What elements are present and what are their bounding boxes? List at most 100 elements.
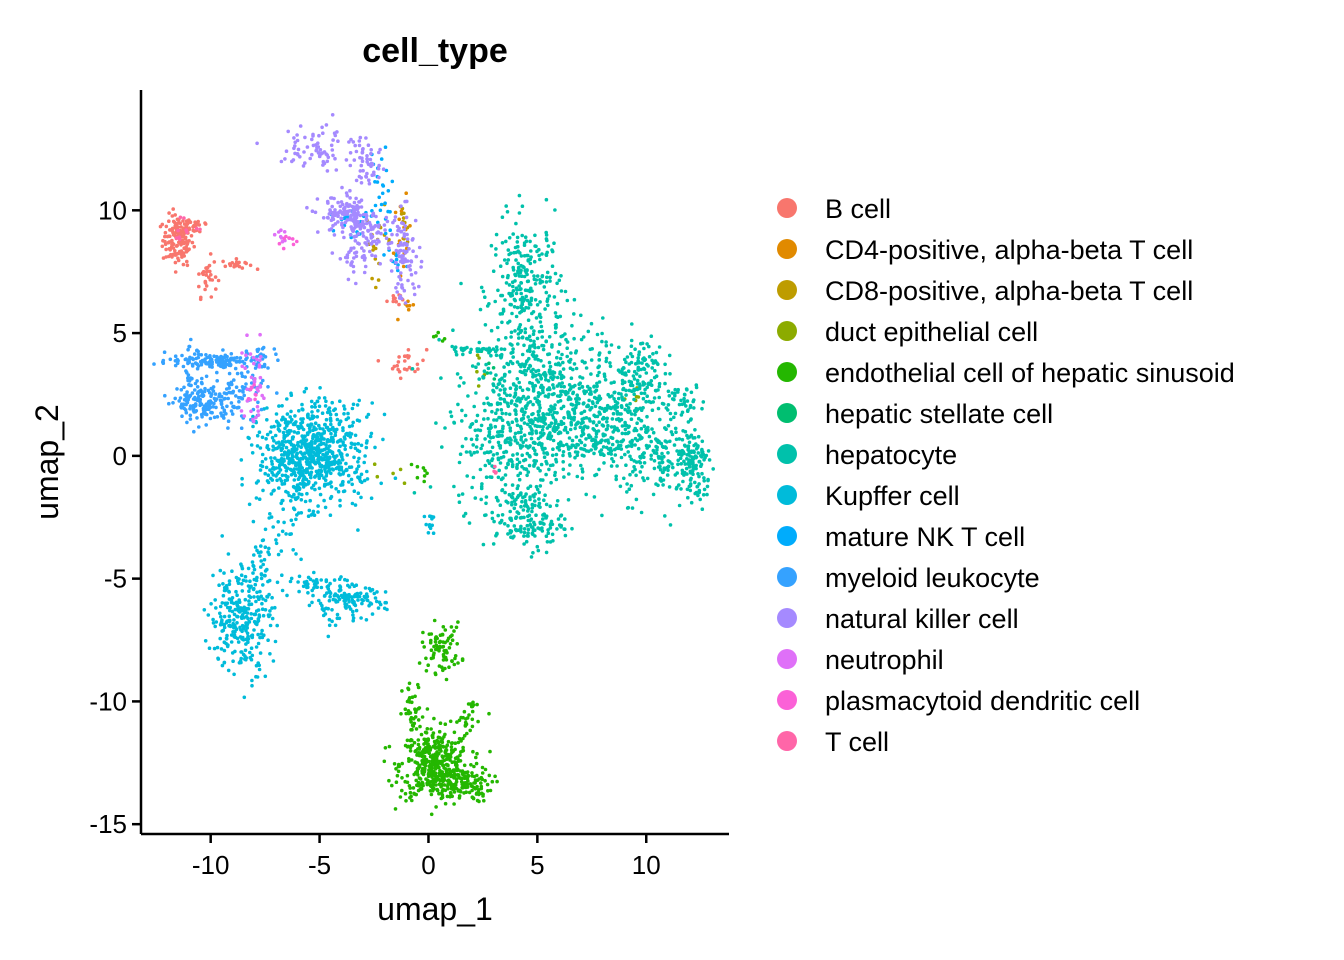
data-point	[438, 779, 443, 783]
data-point	[551, 405, 555, 410]
data-point	[227, 579, 232, 583]
data-point	[227, 589, 231, 594]
data-point	[500, 513, 505, 517]
data-point	[490, 409, 494, 414]
data-point	[610, 417, 615, 421]
data-point	[614, 405, 619, 409]
data-point	[515, 441, 520, 445]
data-point	[682, 443, 687, 448]
data-point	[277, 404, 281, 408]
data-point	[363, 454, 367, 458]
data-point	[232, 378, 236, 382]
data-point	[441, 644, 446, 649]
data-point	[538, 278, 542, 282]
data-point	[397, 355, 401, 359]
data-point	[490, 779, 495, 784]
data-point	[383, 231, 388, 236]
data-point	[247, 589, 251, 593]
data-point	[626, 369, 631, 374]
data-point	[609, 449, 614, 453]
data-point	[556, 361, 561, 366]
data-point	[328, 513, 333, 517]
data-point	[213, 624, 217, 629]
data-point	[419, 786, 424, 790]
data-point	[434, 647, 438, 652]
data-point	[232, 672, 236, 677]
data-point	[284, 532, 288, 536]
data-point	[563, 533, 568, 538]
data-point	[249, 612, 253, 616]
data-point	[235, 602, 239, 607]
data-point	[261, 378, 265, 383]
data-point	[394, 780, 399, 784]
data-point	[291, 484, 296, 489]
data-point	[324, 447, 328, 451]
data-point	[212, 401, 216, 406]
data-point	[466, 774, 471, 778]
data-point	[369, 431, 374, 436]
data-point	[210, 365, 214, 369]
data-point	[676, 390, 680, 394]
data-point	[639, 510, 644, 515]
data-point	[457, 718, 462, 723]
data-point	[540, 529, 545, 533]
data-point	[193, 361, 198, 365]
data-point	[520, 233, 524, 238]
data-point	[276, 533, 281, 537]
data-point	[276, 520, 281, 524]
data-point	[462, 381, 466, 385]
data-point	[677, 452, 681, 457]
data-point	[286, 491, 290, 495]
data-point	[448, 794, 452, 799]
data-point	[463, 413, 468, 418]
data-point	[518, 471, 523, 476]
data-point	[641, 476, 645, 480]
data-point	[318, 492, 323, 497]
data-point	[546, 531, 551, 535]
data-point	[685, 487, 690, 492]
data-point	[416, 367, 420, 371]
data-point	[519, 446, 523, 450]
data-point	[440, 754, 445, 758]
data-point	[256, 641, 261, 646]
data-point	[357, 456, 361, 461]
data-point	[408, 745, 413, 750]
data-point	[513, 402, 517, 407]
data-point	[306, 514, 311, 518]
data-point	[688, 478, 693, 482]
data-point	[491, 453, 496, 457]
data-point	[320, 607, 325, 611]
data-point	[347, 480, 351, 484]
data-point	[171, 219, 176, 224]
data-point	[219, 394, 224, 399]
data-point	[428, 789, 433, 793]
data-point	[428, 640, 433, 645]
data-point	[337, 616, 342, 621]
data-point	[274, 538, 278, 542]
data-point	[633, 362, 638, 366]
data-point	[513, 393, 518, 397]
data-point	[445, 779, 450, 783]
data-point	[211, 617, 215, 622]
data-point	[308, 417, 313, 421]
data-point	[296, 424, 300, 429]
data-point	[559, 384, 563, 389]
data-point	[444, 677, 449, 682]
data-point	[492, 418, 496, 422]
data-point	[630, 354, 635, 359]
data-point	[534, 513, 538, 517]
data-point	[305, 468, 309, 472]
data-point	[544, 197, 549, 202]
data-point	[517, 325, 522, 329]
data-point	[430, 523, 435, 528]
data-point	[373, 180, 377, 184]
data-point	[694, 385, 699, 390]
data-point	[675, 471, 679, 475]
data-point	[508, 426, 512, 430]
data-point	[541, 425, 545, 429]
data-point	[604, 438, 608, 443]
data-point	[331, 468, 336, 472]
data-point	[259, 565, 263, 569]
data-point	[225, 644, 230, 649]
data-point	[310, 405, 314, 409]
